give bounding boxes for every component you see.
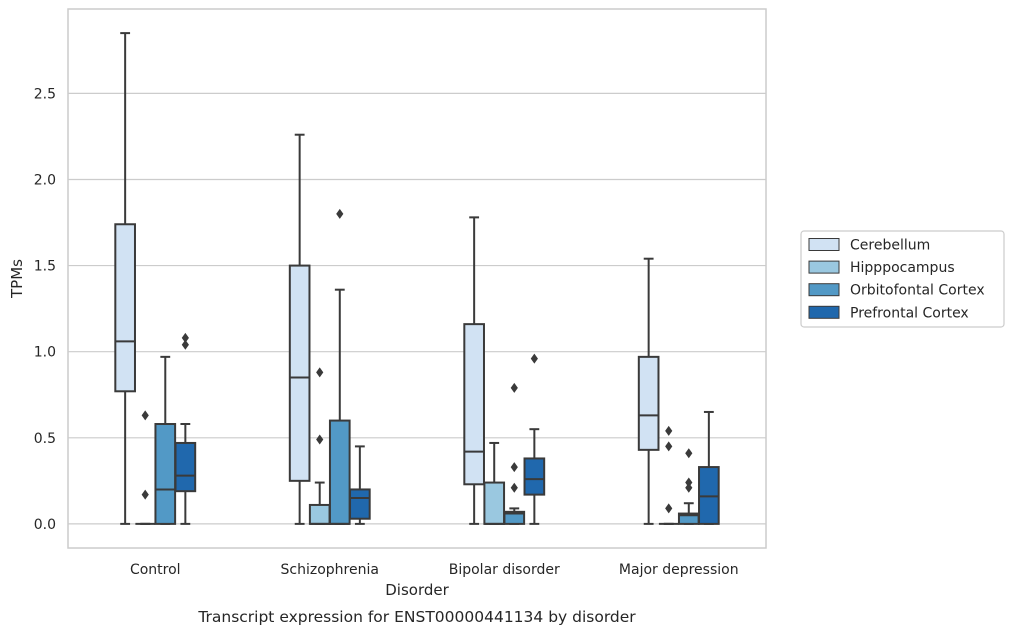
legend-box bbox=[800, 230, 1005, 328]
x-tick-label: Major depression bbox=[619, 562, 739, 578]
box bbox=[483, 481, 506, 525]
legend-swatch bbox=[808, 260, 840, 274]
box-group bbox=[658, 425, 679, 525]
box bbox=[637, 355, 660, 451]
box-group bbox=[114, 32, 136, 525]
outlier-point bbox=[181, 339, 189, 350]
legend-label: Cerebellum bbox=[850, 238, 930, 254]
x-axis-label: Disorder bbox=[385, 581, 449, 599]
box bbox=[349, 488, 371, 520]
legend-swatch bbox=[808, 238, 840, 251]
box bbox=[174, 441, 197, 493]
outlier-point bbox=[665, 425, 673, 436]
chart-caption: Transcript expression for ENST0000044113… bbox=[197, 608, 636, 626]
x-tick-label: Bipolar disorder bbox=[449, 562, 560, 578]
box-group bbox=[483, 441, 506, 525]
y-axis-label: TPMs bbox=[8, 259, 26, 299]
outlier-point bbox=[685, 477, 693, 488]
box bbox=[154, 423, 177, 525]
legend-label: Hipppocampus bbox=[850, 260, 955, 276]
y-tick-label: 2.5 bbox=[34, 86, 56, 102]
outlier-point bbox=[665, 441, 673, 452]
box-group bbox=[328, 208, 351, 525]
outlier-point bbox=[510, 482, 518, 493]
y-tick-label: 1.5 bbox=[34, 259, 56, 275]
x-tick-label: Schizophrenia bbox=[281, 562, 379, 578]
y-axis-ticks: 0.0 0.5 1.0 1.5 2.0 2.5 bbox=[34, 86, 56, 533]
boxes bbox=[114, 32, 720, 525]
box bbox=[523, 457, 546, 496]
outlier-point bbox=[141, 489, 149, 500]
box bbox=[308, 503, 331, 525]
y-tick-label: 0.0 bbox=[34, 517, 56, 533]
legend-swatch bbox=[808, 305, 840, 319]
box-group bbox=[523, 353, 546, 525]
box bbox=[328, 419, 351, 525]
outlier-point bbox=[685, 448, 693, 459]
box bbox=[463, 323, 485, 486]
outlier-point bbox=[510, 382, 518, 393]
box-group bbox=[698, 410, 720, 525]
box-group bbox=[135, 410, 156, 525]
y-tick-label: 2.0 bbox=[34, 172, 56, 188]
box-group bbox=[288, 133, 311, 525]
outlier-point bbox=[141, 410, 149, 421]
box-group bbox=[637, 257, 660, 525]
x-tick-label: Control bbox=[130, 562, 181, 578]
box-group bbox=[463, 216, 485, 525]
box bbox=[114, 223, 136, 393]
box-group bbox=[677, 448, 700, 525]
outlier-point bbox=[685, 482, 693, 493]
outlier-point bbox=[316, 367, 324, 378]
y-tick-label: 0.5 bbox=[34, 431, 56, 447]
legend-swatch bbox=[808, 283, 840, 297]
box-group bbox=[349, 445, 371, 525]
box-group bbox=[503, 382, 526, 525]
box-group bbox=[174, 332, 197, 525]
y-tick-label: 1.0 bbox=[34, 345, 56, 361]
box bbox=[503, 510, 526, 525]
outlier-point bbox=[336, 208, 344, 219]
outlier-point bbox=[530, 353, 538, 364]
outlier-point bbox=[510, 462, 518, 473]
legend: Cerebellum Hipppocampus Orbitofontal Corte… bbox=[800, 230, 1005, 328]
legend-label: Orbitofontal Cortex bbox=[850, 283, 985, 299]
outlier-point bbox=[316, 434, 324, 445]
outlier-point bbox=[181, 332, 189, 343]
box bbox=[288, 264, 311, 482]
outlier-point bbox=[665, 503, 673, 514]
legend-label: Prefrontal Cortex bbox=[850, 305, 969, 321]
x-axis-ticks: Control Schizophrenia Bipolar disorder Majo… bbox=[130, 562, 739, 578]
